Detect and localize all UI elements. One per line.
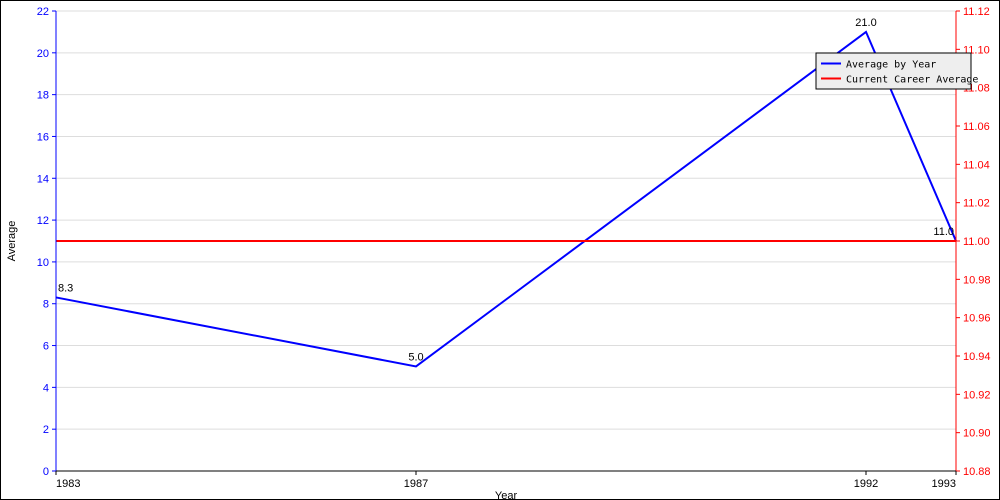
y-right-tick-label: 11.04 — [963, 159, 990, 171]
y-right-tick-label: 11.02 — [963, 198, 990, 210]
y-left-axis-label: Average — [6, 221, 18, 262]
x-tick-label: 1993 — [932, 478, 956, 490]
y-left-tick-label: 0 — [43, 466, 49, 478]
y-left-tick-label: 4 — [43, 382, 49, 394]
data-label: 8.3 — [58, 282, 73, 294]
y-left-tick-label: 16 — [37, 131, 49, 143]
y-right-tick-label: 11.06 — [963, 121, 990, 133]
y-right-tick-label: 10.98 — [963, 274, 991, 286]
y-right-tick-label: 10.92 — [963, 389, 991, 401]
y-left-tick-label: 6 — [43, 341, 49, 353]
y-left-tick-label: 20 — [37, 48, 49, 60]
x-tick-label: 1992 — [854, 478, 878, 490]
data-label: 5.0 — [408, 351, 423, 363]
legend: Average by Year Current Career Average — [816, 53, 978, 89]
y-right-tick-label: 10.94 — [963, 351, 991, 363]
y-right-tick-label: 10.90 — [963, 428, 991, 440]
y-left-tick-label: 10 — [37, 257, 49, 269]
y-left-tick-label: 2 — [43, 424, 49, 436]
line-chart: 8.35.021.011.00246810121416182022Average… — [0, 0, 1000, 500]
y-left-tick-label: 18 — [37, 90, 49, 102]
x-axis-label: Year — [495, 490, 518, 499]
y-left-tick-label: 12 — [37, 215, 49, 227]
y-left-tick-label: 22 — [37, 6, 49, 18]
y-right-tick-label: 10.96 — [963, 313, 991, 325]
y-right-tick-label: 10.88 — [963, 466, 991, 478]
x-tick-label: 1987 — [404, 478, 428, 490]
y-left-tick-label: 8 — [43, 299, 49, 311]
legend-label: Current Career Average — [846, 75, 978, 86]
chart-svg: 8.35.021.011.00246810121416182022Average… — [1, 1, 999, 499]
y-right-tick-label: 11.12 — [963, 6, 990, 18]
y-left-tick-label: 14 — [37, 173, 49, 185]
data-label: 11.0 — [933, 226, 954, 238]
legend-label: Average by Year — [846, 60, 936, 71]
y-right-tick-label: 11.00 — [963, 236, 990, 248]
x-tick-label: 1983 — [56, 478, 80, 490]
data-label: 21.0 — [855, 17, 876, 29]
